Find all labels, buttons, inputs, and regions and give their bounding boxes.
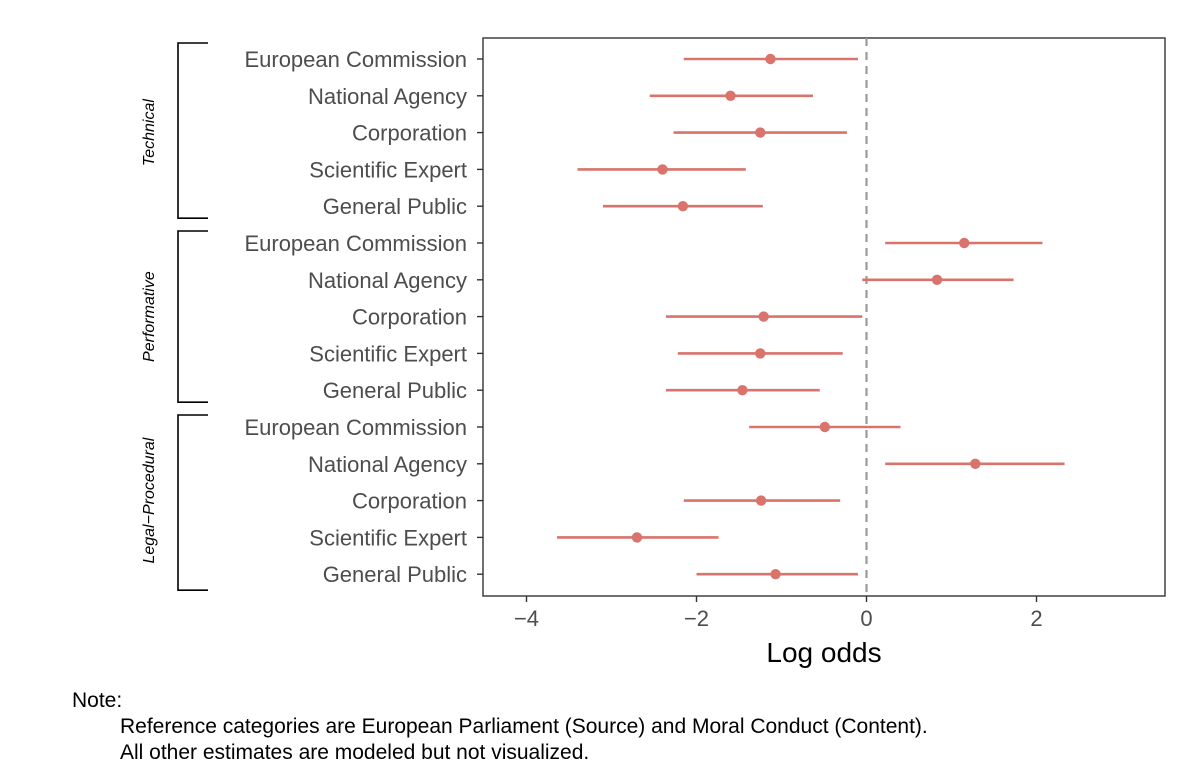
y-tick-label: National Agency	[308, 84, 467, 109]
note-heading: Note:	[72, 689, 123, 712]
x-tick-label: 2	[1030, 606, 1042, 631]
x-axis-title: Log odds	[766, 637, 881, 668]
y-tick-label: Corporation	[352, 121, 467, 146]
y-tick-label: National Agency	[308, 268, 467, 293]
group-bracket	[177, 42, 208, 219]
y-tick-label: General Public	[323, 194, 467, 219]
estimate-point	[677, 201, 689, 212]
y-tick-label: European Commission	[244, 231, 467, 256]
y-tick-label: Scientific Expert	[309, 157, 467, 182]
y-tick-label: Scientific Expert	[309, 341, 467, 366]
estimate-point	[758, 311, 769, 322]
estimate-point	[755, 127, 766, 138]
estimate-point	[737, 385, 748, 396]
note-line-1: Reference categories are European Parlia…	[120, 715, 928, 738]
group-bracket	[177, 414, 208, 591]
y-tick-label: European Commission	[244, 415, 467, 440]
estimate-point	[631, 532, 643, 543]
x-tick-label: 0	[860, 606, 872, 631]
y-tick-label: Corporation	[352, 305, 467, 330]
forest-plot: European Commission National Agency Corpor…	[141, 37, 1166, 668]
estimate-point	[725, 90, 736, 102]
note: Note: Reference categories are European …	[72, 688, 928, 766]
estimate-point	[765, 53, 776, 65]
estimate-point	[770, 569, 781, 580]
estimate-point	[755, 495, 767, 506]
y-tick-label: General Public	[323, 562, 467, 587]
y-tick-label: Corporation	[352, 489, 467, 514]
estimate-point	[755, 348, 766, 359]
estimate-point	[970, 458, 981, 469]
y-tick-label: European Commission	[244, 47, 467, 72]
group-label: Technical	[141, 99, 158, 166]
estimate-point	[819, 421, 831, 433]
estimate-point	[959, 237, 970, 249]
group-label: Legal−Procedural	[141, 437, 158, 563]
estimate-point	[931, 274, 943, 285]
y-tick-label: National Agency	[308, 452, 467, 477]
group-bracket	[177, 230, 208, 403]
x-tick-label: −2	[684, 606, 709, 631]
note-line-2: All other estimates are modeled but not …	[120, 741, 590, 764]
group-label: Performative	[141, 271, 158, 362]
estimate-point	[657, 164, 668, 175]
x-tick-label: −4	[514, 606, 539, 631]
y-tick-label: General Public	[323, 378, 467, 403]
y-tick-label: Scientific Expert	[309, 525, 467, 550]
